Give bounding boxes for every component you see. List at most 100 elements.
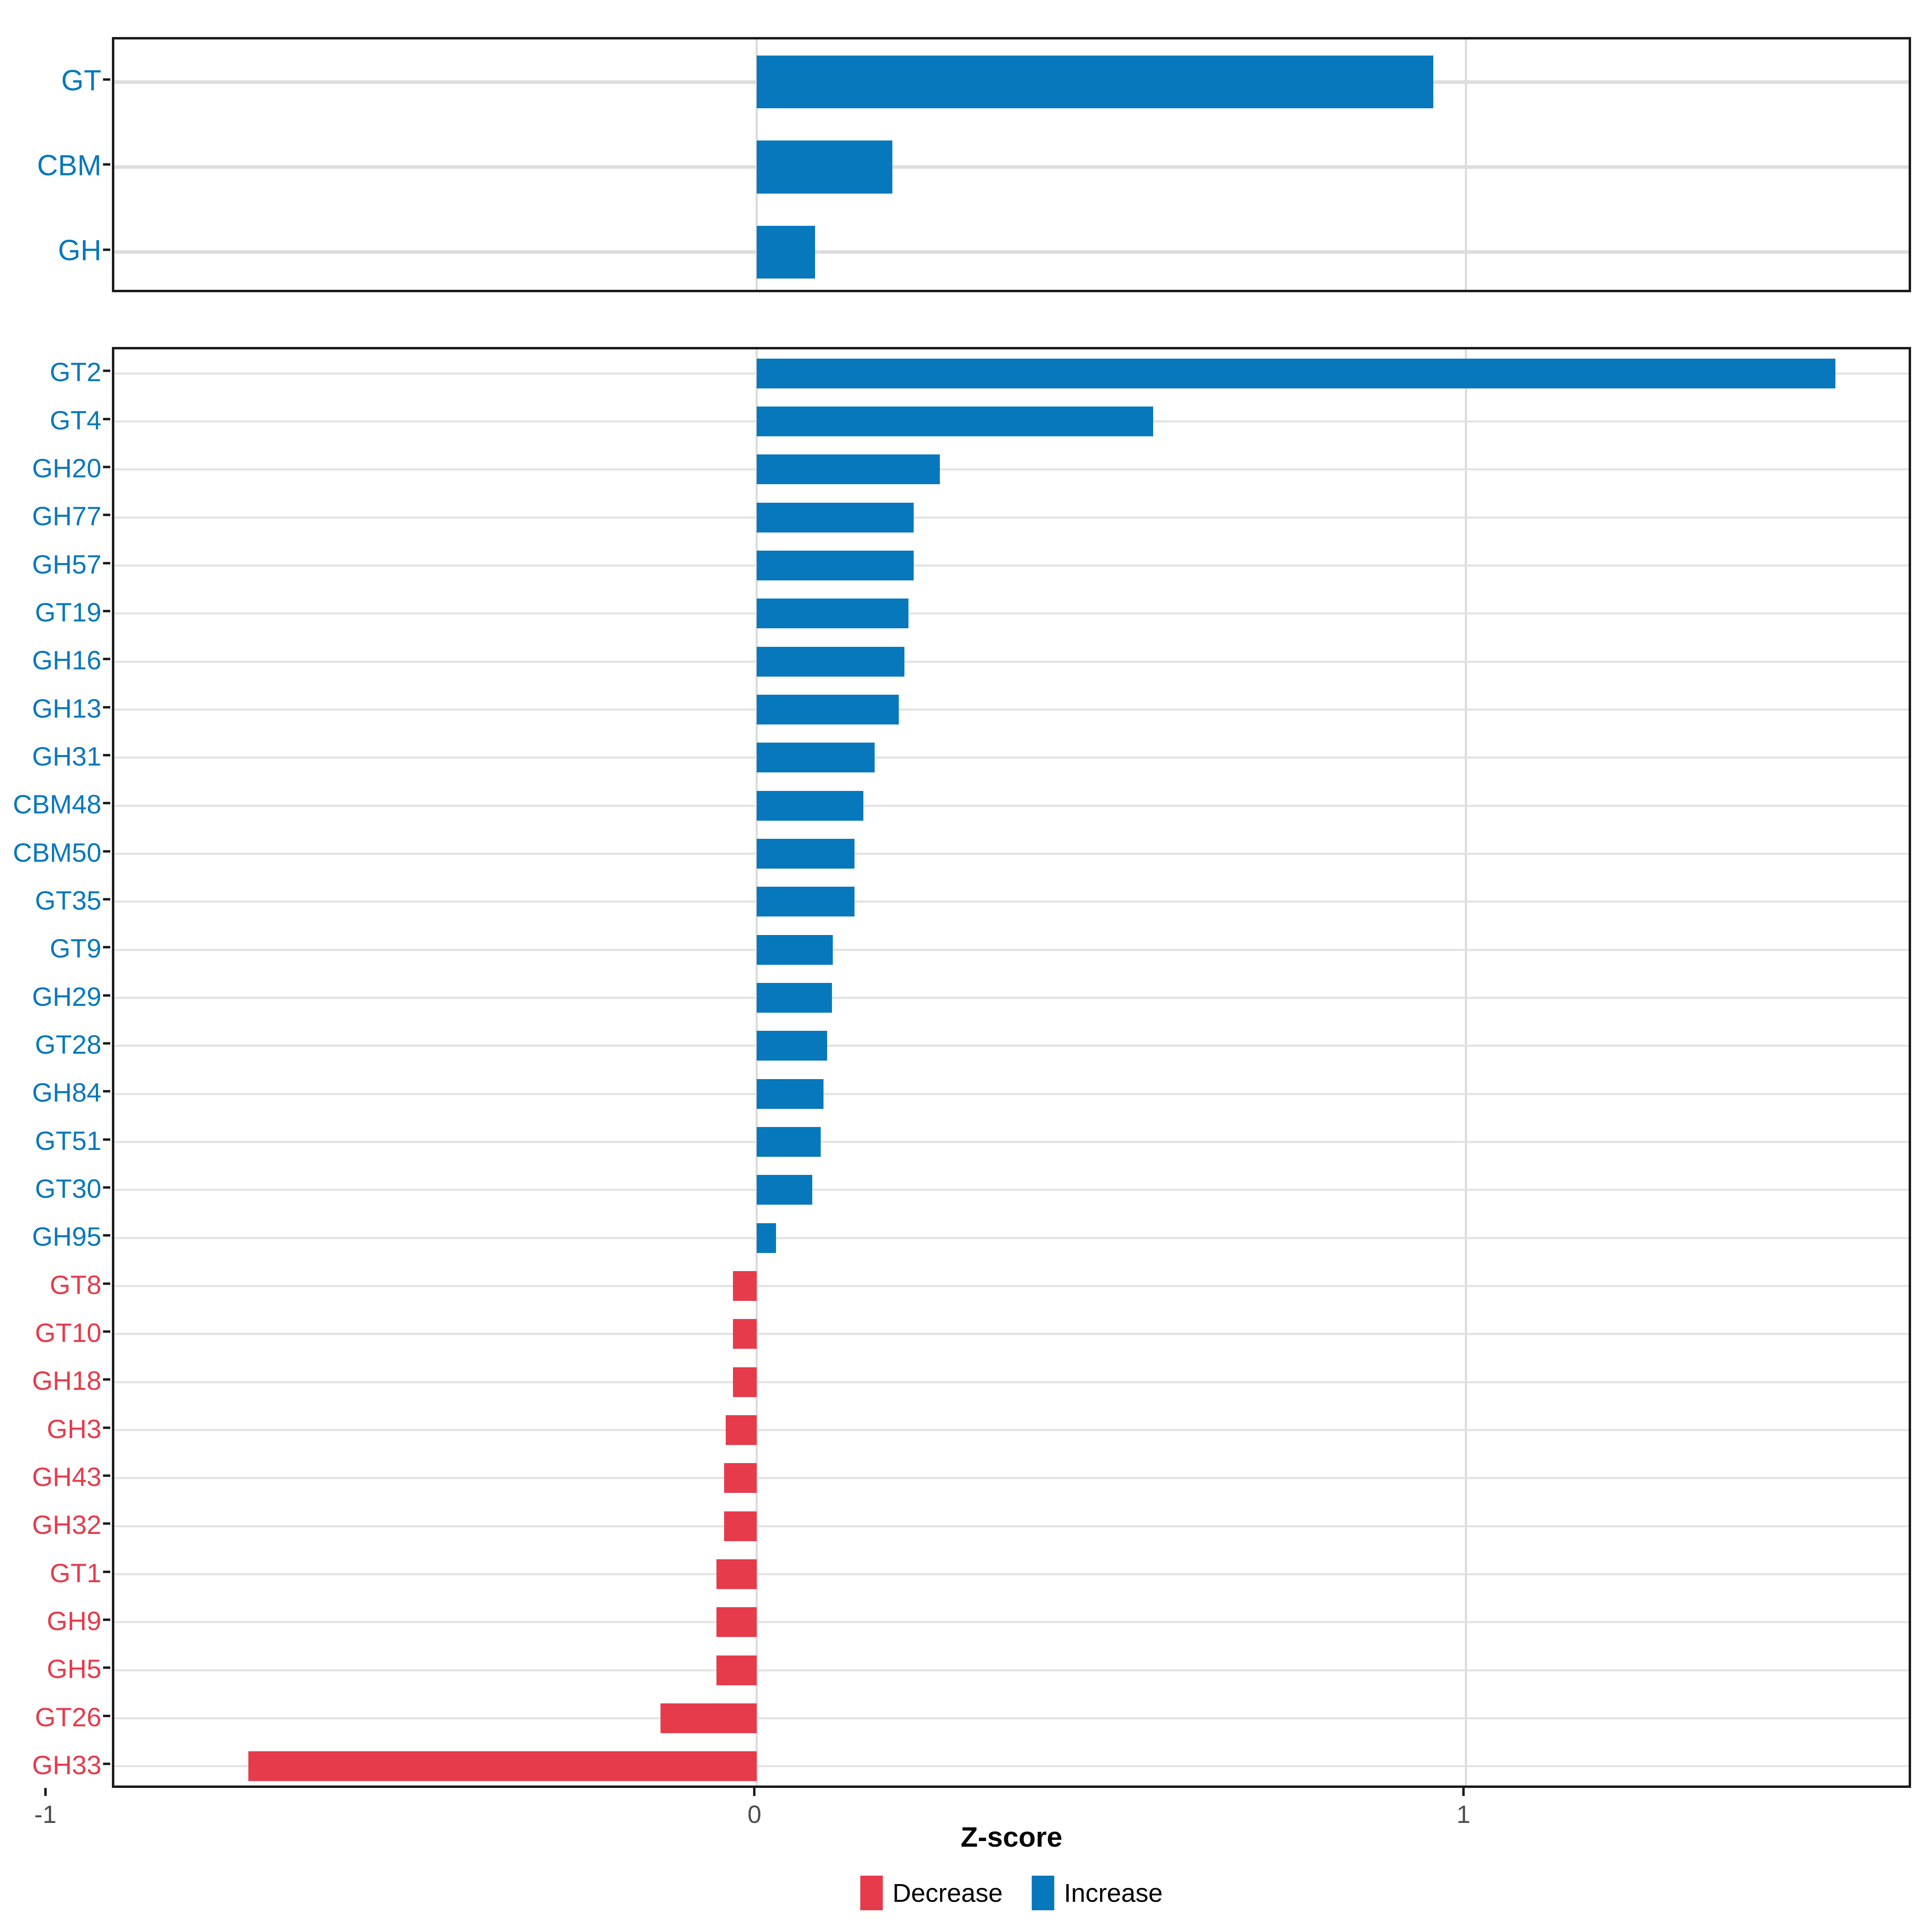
gridline-horizontal: [114, 1621, 1909, 1623]
y-axis-tick-text: GH29: [32, 981, 101, 1011]
gridline-horizontal: [114, 1765, 1909, 1767]
bar[interactable]: [757, 1223, 776, 1253]
bar[interactable]: [757, 1175, 812, 1205]
y-axis-tick-label: GH29: [0, 981, 110, 1011]
bar[interactable]: [757, 454, 940, 485]
y-axis-tick-text: GT9: [50, 933, 101, 964]
y-axis-tick-text: GT30: [35, 1174, 101, 1204]
bar[interactable]: [757, 983, 832, 1013]
y-axis-tick-label: GT28: [0, 1029, 110, 1058]
y-axis-tickmark: [103, 994, 110, 997]
y-axis-tick-label: GT8: [0, 1269, 110, 1298]
bar[interactable]: [757, 358, 1835, 388]
bar[interactable]: [716, 1607, 757, 1637]
y-axis-tickmark: [103, 1426, 110, 1429]
bar[interactable]: [757, 743, 875, 773]
y-axis-tick-label: GH31: [0, 741, 110, 770]
gridline-horizontal: [114, 756, 1909, 759]
bar[interactable]: [757, 887, 855, 917]
y-axis-tick-label: GH: [0, 234, 110, 265]
bar[interactable]: [757, 140, 892, 194]
y-axis-tick-text: GH84: [32, 1077, 101, 1108]
gridline-horizontal: [114, 1237, 1909, 1239]
y-axis-tick-text: GH32: [32, 1510, 101, 1540]
bar[interactable]: [757, 599, 909, 629]
bar[interactable]: [757, 1031, 827, 1061]
y-axis-tickmark: [103, 1330, 110, 1333]
y-axis-tick-text: GT19: [35, 597, 101, 627]
bar[interactable]: [733, 1367, 757, 1397]
gridline-horizontal: [114, 900, 1909, 903]
bar[interactable]: [248, 1751, 757, 1781]
gridline-horizontal: [114, 1285, 1909, 1287]
y-axis-tick-label: GH5: [0, 1653, 110, 1682]
bar[interactable]: [757, 839, 855, 869]
bar[interactable]: [757, 551, 914, 580]
y-axis-tickmark: [103, 1522, 110, 1525]
y-axis-tickmark: [103, 706, 110, 708]
gridline-horizontal: [114, 250, 1909, 254]
y-axis-tick-label: GT51: [0, 1125, 110, 1156]
legend-item-decrease[interactable]: Decrease: [860, 1876, 1003, 1910]
bar[interactable]: [757, 695, 899, 724]
y-axis-tick-label: GH18: [0, 1365, 110, 1394]
y-axis-tickmark: [103, 562, 110, 564]
bar[interactable]: [757, 935, 833, 965]
y-axis-tickmark: [103, 1234, 110, 1237]
y-axis-tick-label: GH77: [0, 501, 110, 531]
y-axis-tick-label: GT2: [0, 357, 110, 385]
y-axis-tickmark: [103, 466, 110, 469]
y-axis-tick-text: GH57: [32, 549, 101, 579]
gridline-horizontal: [114, 1429, 1909, 1431]
y-axis-tickmark: [103, 1666, 110, 1669]
x-axis-tick-label: 1: [1456, 1801, 1471, 1829]
y-axis-tick-label: GT19: [0, 597, 110, 627]
gridline-horizontal: [114, 949, 1909, 951]
bar[interactable]: [757, 225, 815, 279]
x-axis-tick-label: 0: [747, 1801, 762, 1829]
y-axis-tick-label: GH33: [0, 1750, 110, 1778]
gridline-horizontal: [114, 1525, 1909, 1527]
y-axis-tickmark: [103, 1571, 110, 1573]
bar[interactable]: [757, 502, 914, 533]
gridline-vertical: [755, 349, 758, 1785]
y-axis-tick-label: GT4: [0, 405, 110, 433]
y-axis-tick-text: GT51: [35, 1125, 101, 1156]
y-axis-tickmark: [103, 946, 110, 949]
gridline-horizontal: [114, 1381, 1909, 1383]
bar[interactable]: [757, 646, 904, 677]
bar[interactable]: [716, 1559, 757, 1589]
legend-item-increase[interactable]: Increase: [1032, 1876, 1163, 1910]
bar[interactable]: [757, 1127, 821, 1157]
bar[interactable]: [757, 1079, 824, 1109]
gridline-horizontal: [114, 1717, 1909, 1719]
y-axis-tickmark: [103, 898, 110, 901]
bar[interactable]: [757, 56, 1433, 109]
y-axis-tick-text: GH77: [32, 501, 101, 531]
y-axis-tick-label: GT: [0, 64, 110, 97]
y-axis-tick-label: GT1: [0, 1557, 110, 1586]
y-axis-tick-label: GH43: [0, 1461, 110, 1492]
y-axis-tickmark: [103, 514, 110, 516]
bar[interactable]: [733, 1271, 757, 1301]
bar[interactable]: [757, 407, 1154, 436]
y-axis-tickmark: [103, 163, 110, 166]
bar[interactable]: [660, 1703, 757, 1733]
y-axis-tickmark: [103, 418, 110, 420]
bar[interactable]: [716, 1655, 757, 1685]
y-axis-tick-label: GH95: [0, 1221, 110, 1250]
bar[interactable]: [757, 791, 863, 821]
gridline-horizontal: [114, 1573, 1909, 1575]
y-axis-tick-text: GT: [61, 64, 101, 97]
bar[interactable]: [724, 1463, 757, 1493]
bar[interactable]: [724, 1511, 757, 1541]
cazyme-class-panel: [112, 37, 1911, 292]
y-axis-tick-label: GH20: [0, 453, 110, 481]
bar[interactable]: [733, 1319, 757, 1349]
y-axis-tick-text: GH43: [32, 1462, 101, 1492]
y-axis-tickmark: [103, 1090, 110, 1093]
bar[interactable]: [725, 1415, 757, 1445]
x-axis-title: Z-score: [960, 1821, 1063, 1853]
y-axis-tick-text: GH13: [32, 693, 101, 723]
